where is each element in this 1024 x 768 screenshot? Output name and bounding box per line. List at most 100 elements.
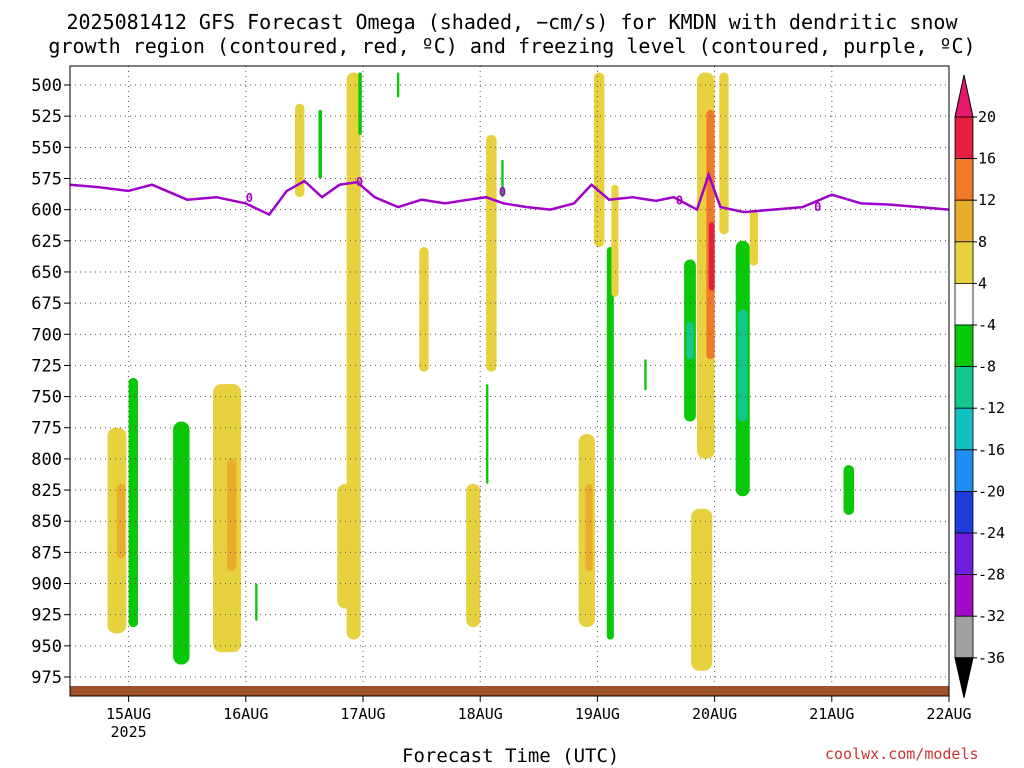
y-tick-label-525: 525: [31, 107, 62, 127]
y-tick-label-875: 875: [31, 543, 62, 563]
y-tick-label-775: 775: [31, 419, 62, 439]
colorbar-swatch-4: [954, 282, 974, 326]
colorbar-bottom-arrow: [954, 657, 974, 698]
colorbar-label-7: -12: [978, 399, 1005, 417]
colorbar-label-13: -36: [978, 649, 1005, 667]
colorbar-swatch-3: [954, 241, 974, 284]
omega-region-32: [738, 309, 748, 422]
y-tick-label-675: 675: [31, 294, 62, 314]
y-tick-label-850: 850: [31, 512, 62, 532]
plot-area: 0 0 0 0 0: [70, 66, 949, 696]
x-tick-label-15: 15AUG: [106, 705, 151, 723]
colorbar-label-1: 16: [978, 150, 996, 168]
omega-region-30: [719, 72, 729, 235]
colorbar-swatch-12: [954, 615, 974, 659]
y-tick-label-825: 825: [31, 481, 62, 501]
omega-region-17: [501, 159, 504, 198]
omega-region-3: [173, 421, 190, 665]
colorbar-swatch-1: [954, 158, 974, 201]
colorbar-label-0: 20: [978, 108, 996, 126]
omega-region-22: [611, 184, 619, 297]
freezing-level-label-2: 0: [499, 185, 506, 199]
omega-region-5: [227, 458, 237, 572]
omega-region-33: [749, 209, 758, 266]
y-tick-label-950: 950: [31, 637, 62, 657]
plot-border: [69, 65, 950, 697]
colorbar-swatch-5: [954, 324, 974, 367]
y-tick-label-900: 900: [31, 575, 62, 595]
x-tick-label-20: 20AUG: [692, 705, 737, 723]
omega-region-12: [396, 72, 400, 98]
omega-region-15: [486, 134, 497, 372]
x-tick-label-16: 16AUG: [223, 705, 268, 723]
colorbar-label-8: -16: [978, 441, 1005, 459]
freezing-level-label-0: 0: [246, 191, 253, 205]
colorbar-swatch-6: [954, 366, 974, 409]
omega-region-25: [686, 321, 694, 360]
omega-region-11: [358, 72, 362, 135]
colorbar-label-12: -32: [978, 607, 1005, 625]
colorbar-label-10: -24: [978, 524, 1005, 542]
colorbar-swatch-7: [954, 407, 974, 451]
omega-region-20: [593, 72, 605, 248]
x-tick-label-17: 17AUG: [340, 705, 385, 723]
chart-title-line1: 2025081412 GFS Forecast Omega (shaded, −…: [66, 10, 958, 34]
colorbar-label-5: -4: [978, 316, 996, 334]
x-tick-label-22: 22AUG: [926, 705, 971, 723]
y-tick-label-800: 800: [31, 450, 62, 470]
omega-region-7: [295, 103, 305, 198]
colorbar-label-6: -8: [978, 358, 996, 376]
colorbar: 20 16 12 8 4 -4 -8 -12 -16 -20 -24 -28 -32 -36: [954, 74, 1005, 698]
chart-title-line2: growth region (contoured, red, ºC) and f…: [48, 34, 976, 58]
y-tick-label-750: 750: [31, 388, 62, 408]
x-tick-sublabel-15: 2025: [111, 723, 147, 741]
plot-inner: 0 0 0 0 0: [70, 66, 949, 696]
y-tick-label-625: 625: [31, 232, 62, 252]
y-tick-label-975: 975: [31, 668, 62, 688]
y-tick-label-500: 500: [31, 76, 62, 96]
freezing-level-line: [70, 170, 949, 217]
colorbar-swatch-10: [954, 532, 974, 575]
colorbar-swatch-11: [954, 574, 974, 617]
omega-region-29: [691, 508, 713, 671]
colorbar-label-4: 4: [978, 274, 987, 292]
y-tick-label-650: 650: [31, 263, 62, 283]
y-tick-label-550: 550: [31, 138, 62, 158]
omega-region-16: [486, 384, 489, 484]
omega-region-23: [644, 359, 647, 391]
colorbar-swatch-9: [954, 490, 974, 534]
freezing-level-label-1: 0: [356, 175, 363, 189]
omega-region-13: [419, 247, 429, 372]
omega-region-28: [708, 222, 715, 291]
axes: 500 525 550 575 600 625 650 675 700 725 750 775 800 8…: [31, 65, 972, 741]
y-tick-label-575: 575: [31, 169, 62, 189]
omega-region-10: [346, 72, 361, 640]
omega-region-2: [128, 377, 138, 628]
x-tick-label-19: 19AUG: [575, 705, 620, 723]
x-tick-label-18: 18AUG: [458, 705, 503, 723]
freezing-level-label-4: 0: [814, 200, 821, 214]
omega-region-21: [606, 247, 614, 640]
y-tick-label-700: 700: [31, 325, 62, 345]
colorbar-label-9: -20: [978, 482, 1005, 500]
colorbar-top-arrow: [954, 74, 974, 118]
omega-region-34: [843, 465, 855, 515]
surface-band: [70, 686, 949, 696]
colorbar-swatch-2: [954, 199, 974, 243]
y-tick-label-725: 725: [31, 356, 62, 376]
colorbar-swatch-0: [954, 116, 974, 159]
freezing-level-label-3: 0: [676, 194, 683, 208]
omega-region-14: [466, 483, 481, 628]
omega-region-19: [585, 483, 593, 572]
y-tick-label-600: 600: [31, 201, 62, 221]
colorbar-swatch-8: [954, 449, 974, 492]
colorbar-label-11: -28: [978, 566, 1005, 584]
y-tick-label-925: 925: [31, 606, 62, 626]
omega-region-8: [318, 109, 322, 179]
x-axis-label: Forecast Time (UTC): [402, 745, 620, 767]
colorbar-label-2: 12: [978, 191, 996, 209]
colorbar-label-3: 8: [978, 233, 987, 251]
credit-link[interactable]: coolwx.com/models: [825, 745, 979, 763]
omega-region-6: [255, 583, 258, 621]
